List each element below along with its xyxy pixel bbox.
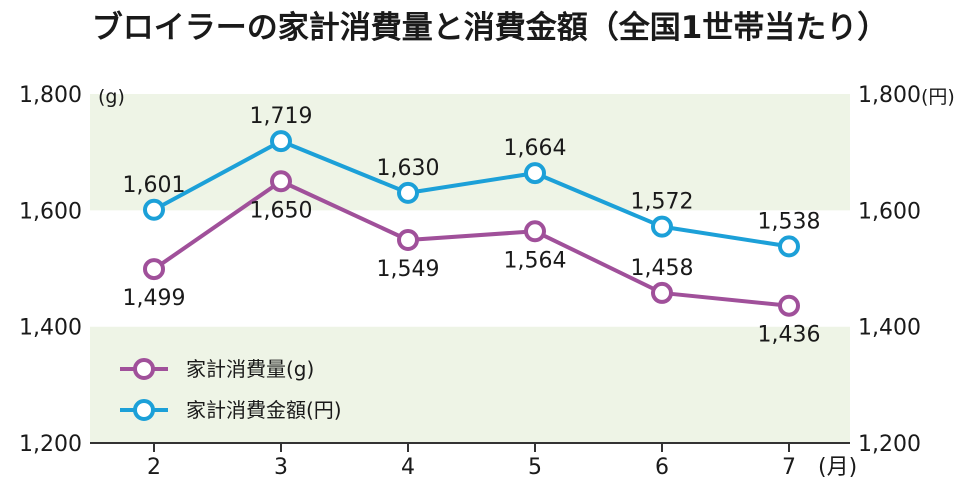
y-tick-label-right: 1,600 xyxy=(858,199,921,224)
x-axis: 2 3 4 5 6 7 xyxy=(147,443,796,480)
grid-band xyxy=(90,326,850,443)
y-axis-left: 1,200 1,400 1,600 1,800 xyxy=(19,83,82,457)
x-tick-label: 6 xyxy=(655,455,669,480)
data-label: 1,436 xyxy=(758,323,821,348)
data-point xyxy=(651,281,673,304)
x-tick-label: 4 xyxy=(401,455,415,480)
y-tick-label-right: 1,800 xyxy=(858,83,921,108)
data-label: 1,499 xyxy=(123,286,186,311)
x-tick-label: 5 xyxy=(528,455,542,480)
data-point xyxy=(524,220,546,243)
data-point xyxy=(143,258,165,281)
data-label: 1,719 xyxy=(250,104,313,129)
series-line xyxy=(153,139,790,249)
grid-band xyxy=(90,94,850,211)
data-point xyxy=(778,235,800,258)
legend-marker-spending xyxy=(133,399,155,421)
legend-label-spending: 家計消費金額(円) xyxy=(186,398,342,422)
y-tick-label-right: 1,200 xyxy=(858,432,921,457)
data-label: 1,664 xyxy=(504,136,567,161)
legend-marker-consumption xyxy=(133,358,155,380)
x-axis-unit: (月) xyxy=(818,455,857,480)
data-point xyxy=(143,198,165,221)
y-left-unit: (g) xyxy=(98,86,125,108)
data-label: 1,572 xyxy=(631,190,694,215)
y-tick-label-left: 1,400 xyxy=(19,316,82,341)
data-point xyxy=(651,215,673,238)
data-label: 1,549 xyxy=(377,257,440,282)
legend: 家計消費量(g) 家計消費金額(円) xyxy=(120,357,342,422)
data-label: 1,564 xyxy=(504,248,567,273)
data-point xyxy=(778,294,800,317)
grid-band xyxy=(90,210,850,327)
data-point xyxy=(270,130,292,153)
y-tick-label-left: 1,200 xyxy=(19,432,82,457)
y-right-unit: (円) xyxy=(921,86,955,108)
series-layer: 1,499 1,650 1,549 1,564 1,458 1,436 1,601 1,719… xyxy=(123,104,821,348)
legend-label-consumption: 家計消費量(g) xyxy=(186,357,314,381)
data-point xyxy=(270,170,292,193)
data-label: 1,650 xyxy=(250,198,313,223)
x-tick-label: 7 xyxy=(782,455,796,480)
series-line xyxy=(152,179,790,308)
data-label: 1,458 xyxy=(631,256,694,281)
y-tick-label-left: 1,800 xyxy=(19,83,82,108)
plot-background xyxy=(90,94,850,444)
data-label: 1,538 xyxy=(758,209,821,234)
data-label: 1,601 xyxy=(123,173,186,198)
data-point xyxy=(397,228,419,251)
y-axis-right: 1,200 1,400 1,600 1,800 xyxy=(858,83,921,457)
y-tick-label-left: 1,600 xyxy=(19,199,82,224)
series-spending: 1,601 1,719 1,630 1,664 1,572 1,538 xyxy=(123,104,821,258)
chart-title: ブロイラーの家計消費量と消費金額（全国1世帯当たり） xyxy=(92,10,889,46)
data-point xyxy=(397,181,419,204)
data-label: 1,630 xyxy=(377,156,440,181)
x-tick-label: 3 xyxy=(274,455,288,480)
x-tick-label: 2 xyxy=(147,455,161,480)
y-tick-label-right: 1,400 xyxy=(858,316,921,341)
data-point xyxy=(524,162,546,185)
series-consumption: 1,499 1,650 1,549 1,564 1,458 1,436 xyxy=(123,170,821,348)
